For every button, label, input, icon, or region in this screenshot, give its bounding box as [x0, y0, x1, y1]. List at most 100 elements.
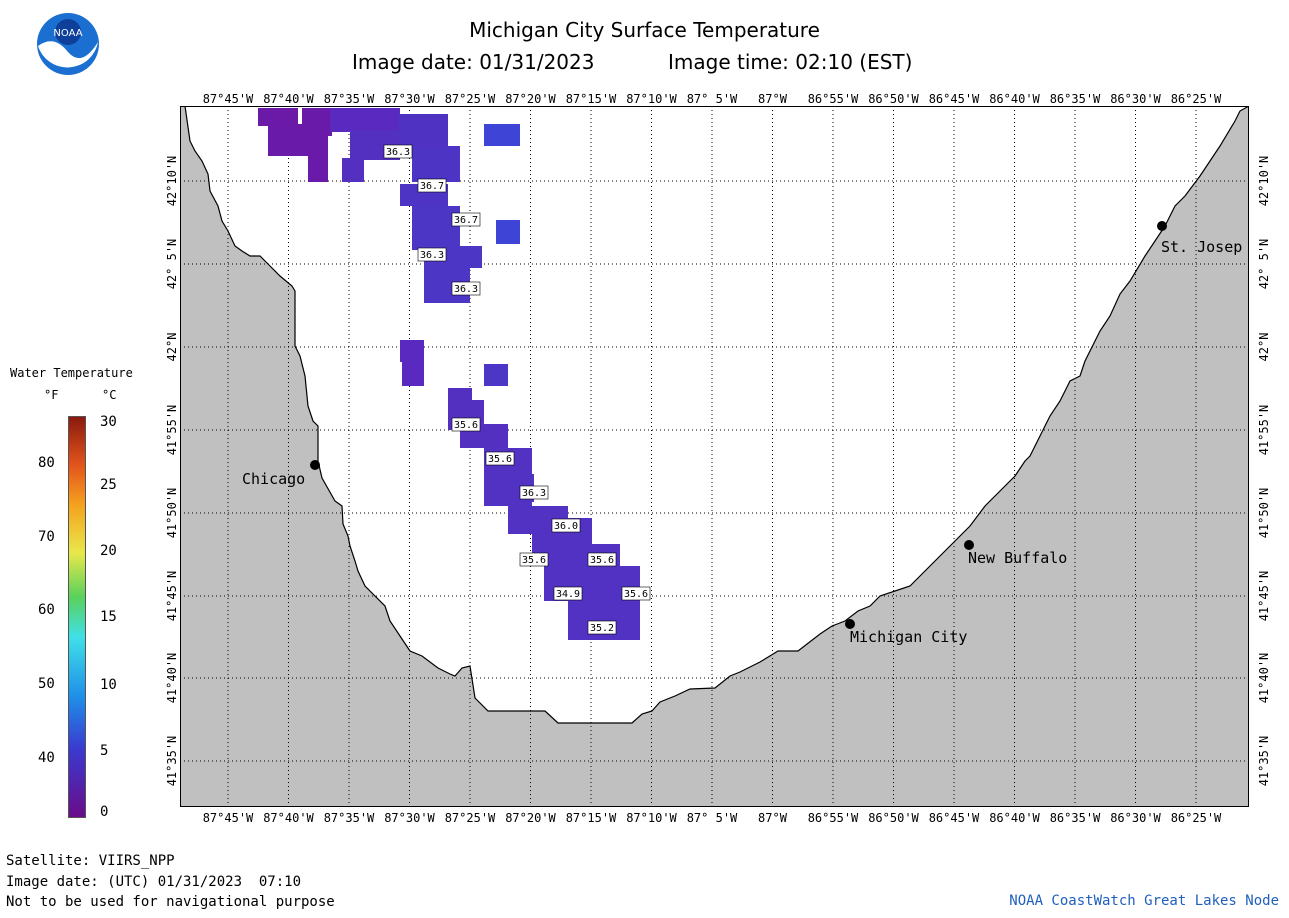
lon-label-bottom: 86°30'W: [1110, 811, 1161, 825]
temperature-pixel: [484, 124, 520, 146]
lat-label-left: 41°40'N: [165, 652, 179, 704]
legend-f-tick: 60: [38, 602, 55, 618]
temperature-pixel: [412, 206, 460, 250]
temperature-label: 35.6: [624, 589, 648, 600]
st-joseph-marker: [1157, 221, 1167, 231]
chicago-marker: [310, 460, 320, 470]
temperature-label-box: [451, 417, 481, 432]
temperature-label: 36.7: [420, 181, 444, 192]
lon-label-top: 87°45'W: [202, 92, 254, 106]
lat-label-left: 41°35'N: [165, 735, 179, 787]
lon-label-bottom: 86°40'W: [989, 811, 1040, 825]
lat-label-left: 42° 5'N: [165, 238, 179, 290]
temperature-label: 36.3: [420, 250, 444, 261]
satellite-text: Satellite: VIIRS_NPP: [6, 853, 175, 869]
legend-c-tick: 25: [100, 477, 117, 493]
temperature-pixel: [484, 364, 508, 386]
legend-c-tick: 30: [100, 414, 117, 430]
temperature-label-box: [383, 144, 413, 159]
lon-label-bottom: 86°35'W: [1049, 811, 1101, 825]
temperature-pixel: [302, 108, 332, 136]
temperature-label-box: [551, 518, 581, 533]
legend-title: Water Temperature: [10, 366, 133, 380]
lat-label-right: 41°40'N: [1257, 652, 1271, 704]
temperature-label-box: [587, 552, 617, 567]
disclaimer-text: Not to be used for navigational purpose: [6, 894, 335, 910]
lat-label-right: 41°35'N: [1257, 735, 1271, 787]
lat-label-right: 41°55'N: [1257, 404, 1271, 456]
lat-label-right: 41°50'N: [1257, 487, 1271, 539]
temperature-label: 35.6: [488, 454, 512, 465]
lon-label-bottom: 87°40'W: [263, 811, 314, 825]
lon-label-bottom: 86°45'W: [928, 811, 980, 825]
temperature-label: 36.3: [522, 488, 546, 499]
temperature-label: 35.6: [454, 420, 478, 431]
lat-label-left: 41°55'N: [165, 404, 179, 456]
temperature-label: 35.6: [590, 555, 614, 566]
temperature-pixel: [402, 362, 424, 386]
temperature-label-box: [587, 620, 617, 635]
new-buffalo-label: New Buffalo: [968, 549, 1068, 567]
lat-label-left: 41°50'N: [165, 487, 179, 539]
temperature-label: 35.2: [590, 623, 614, 634]
lon-label-bottom: 87°35'W: [323, 811, 375, 825]
lat-label-left: 42°10'N: [165, 155, 179, 207]
legend-c-tick: 5: [100, 743, 109, 759]
credit-text: NOAA CoastWatch Great Lakes Node: [1009, 893, 1279, 909]
noaa-logo: NOAA: [36, 12, 100, 76]
legend-colorbar: [68, 416, 86, 818]
lat-label-right: 42°N: [1257, 332, 1271, 362]
temperature-label-box: [417, 247, 447, 262]
legend-f-tick: 80: [38, 455, 55, 471]
legend-c-tick: 10: [100, 677, 117, 693]
lon-label-bottom: 87°30'W: [384, 811, 435, 825]
lon-label-bottom: 86°50'W: [868, 811, 919, 825]
temperature-label: 36.3: [454, 284, 478, 295]
land-west: [179, 104, 1250, 808]
temperature-label: 36.0: [554, 521, 578, 532]
lon-label-top: 87° 5'W: [686, 92, 738, 106]
temperature-pixel: [412, 146, 460, 182]
new-buffalo-marker: [964, 540, 974, 550]
temperature-label-box: [485, 451, 515, 466]
temperature-label-box: [519, 552, 549, 567]
lon-label-bottom: 87°W: [758, 811, 787, 825]
temperature-label-box: [417, 178, 447, 193]
lon-label-top: 87°35'W: [323, 92, 375, 106]
lon-label-top: 86°45'W: [928, 92, 980, 106]
lon-label-top: 86°30'W: [1110, 92, 1161, 106]
temperature-label-box: [451, 281, 481, 296]
michigan-city-marker: [845, 619, 855, 629]
lat-label-right: 42°10'N: [1257, 155, 1271, 207]
map-title: Michigan City Surface Temperature: [469, 18, 820, 42]
lon-label-top: 87°10'W: [626, 92, 677, 106]
temperature-label: 36.3: [386, 147, 410, 158]
temperature-label-box: [519, 485, 549, 500]
lon-label-top: 87°15'W: [565, 92, 617, 106]
lon-label-top: 86°50'W: [868, 92, 919, 106]
lon-label-top: 87°20'W: [505, 92, 556, 106]
michigan-city-label: Michigan City: [850, 628, 968, 646]
lon-label-bottom: 86°55'W: [807, 811, 859, 825]
image-date: Image date: 01/31/2023: [352, 50, 595, 74]
temperature-label: 35.6: [522, 555, 546, 566]
lon-label-bottom: 87°20'W: [505, 811, 556, 825]
st-joseph-label: St. Josep: [1161, 238, 1243, 256]
lon-label-top: 87°40'W: [263, 92, 314, 106]
lon-label-top: 86°35'W: [1049, 92, 1101, 106]
chicago-label: Chicago: [242, 470, 306, 488]
lon-label-bottom: 86°25'W: [1170, 811, 1222, 825]
temperature-pixel: [342, 158, 364, 182]
map-area: 36.3 36.7 36.7 36.3 36.3 35.6 35.6 36.3 36.0 35.6…: [179, 104, 1250, 808]
temperature-label: 36.7: [454, 215, 478, 226]
lat-label-right: 42° 5'N: [1257, 238, 1271, 290]
lat-label-left: 42°N: [165, 332, 179, 362]
noaa-logo-text: NOAA: [53, 28, 82, 39]
lat-label-left: 41°45'N: [165, 570, 179, 622]
lon-label-bottom: 87°45'W: [202, 811, 254, 825]
legend-unit-f: °F: [44, 388, 59, 402]
legend-c-tick: 20: [100, 543, 117, 559]
image-time: Image time: 02:10 (EST): [668, 50, 913, 74]
temperature-pixel: [400, 340, 424, 362]
lon-label-top: 86°40'W: [989, 92, 1040, 106]
